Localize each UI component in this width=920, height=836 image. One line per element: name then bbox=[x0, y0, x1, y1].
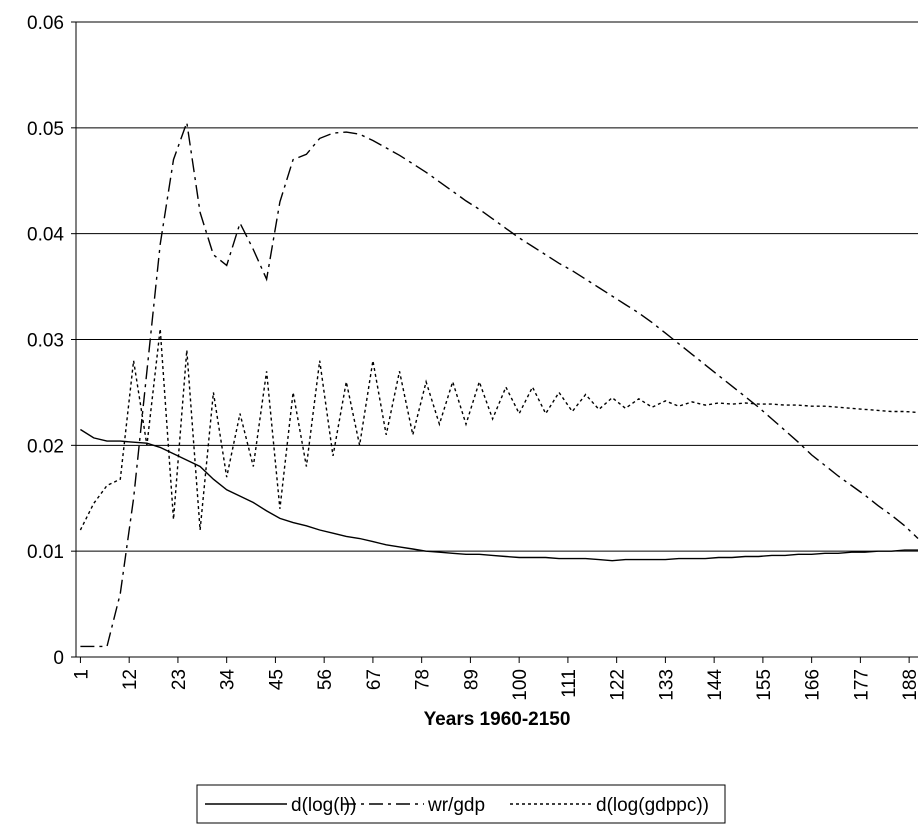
x-tick-label: 67 bbox=[364, 669, 385, 690]
x-tick-label: 12 bbox=[120, 669, 141, 690]
x-tick-label: 188 bbox=[900, 669, 920, 701]
x-tick-label: 144 bbox=[705, 669, 726, 701]
x-tick-label: 1 bbox=[71, 669, 92, 680]
y-tick-label: 0.02 bbox=[27, 436, 64, 457]
legend-label: d(log(gdppc)) bbox=[596, 795, 709, 816]
x-tick-label: 111 bbox=[559, 669, 580, 698]
y-tick-label: 0.03 bbox=[27, 331, 64, 352]
x-tick-label: 133 bbox=[656, 669, 677, 701]
x-tick-label: 177 bbox=[851, 669, 872, 701]
y-tick-label: 0.06 bbox=[27, 13, 64, 34]
x-tick-label: 166 bbox=[803, 669, 824, 701]
series-line bbox=[79, 328, 919, 531]
x-tick-label: 155 bbox=[754, 669, 775, 701]
legend-box bbox=[196, 784, 726, 824]
series-line bbox=[80, 122, 919, 648]
legend-label: wr/gdp bbox=[427, 795, 485, 816]
legend-label: d(log(l)) bbox=[291, 795, 356, 816]
x-tick-label: 56 bbox=[315, 669, 336, 690]
x-tick-label: 89 bbox=[461, 669, 482, 690]
y-tick-label: 0.01 bbox=[27, 542, 64, 563]
x-tick-label: 122 bbox=[608, 669, 629, 701]
x-tick-label: 100 bbox=[510, 669, 531, 701]
x-tick-label: 34 bbox=[218, 669, 239, 691]
x-axis-label: Years 1960-2150 bbox=[424, 709, 571, 730]
x-tick-label: 78 bbox=[413, 669, 434, 690]
y-tick-label: 0.04 bbox=[27, 225, 64, 246]
x-tick-label: 45 bbox=[266, 669, 287, 690]
series-line bbox=[80, 428, 918, 562]
y-tick-label: 0.05 bbox=[27, 119, 64, 140]
x-tick-label: 23 bbox=[169, 669, 190, 690]
y-tick-label: 0 bbox=[53, 648, 64, 669]
